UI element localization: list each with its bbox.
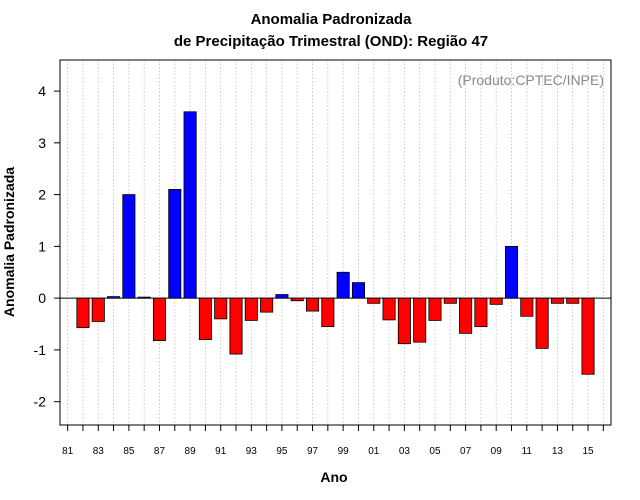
bar-1988 xyxy=(168,189,182,299)
bar-2007 xyxy=(459,297,473,334)
bar-1994 xyxy=(260,297,274,313)
bar-1997 xyxy=(306,297,320,312)
bar-2009 xyxy=(489,297,503,305)
y-tick-label: -1 xyxy=(34,342,47,358)
bar-2005 xyxy=(428,297,442,321)
bar-2011 xyxy=(520,297,534,317)
x-tick-label: 11 xyxy=(522,446,533,457)
x-tick-label: 89 xyxy=(185,446,197,457)
x-axis-ticks: 81 83 85 87 89 91 93 95 97 99 01 03 05 07 09 11 13 15 xyxy=(62,425,604,457)
y-axis-ticks: -2 -1 0 1 2 3 4 xyxy=(34,83,60,410)
bar-1989 xyxy=(183,111,197,299)
x-axis-label: Ano xyxy=(320,469,347,485)
x-tick-label: 95 xyxy=(276,446,288,457)
bar-2003 xyxy=(397,297,411,345)
y-tick-label: 2 xyxy=(38,187,46,203)
bar-2010 xyxy=(504,245,519,299)
bar-2000 xyxy=(351,282,365,299)
bar-1987 xyxy=(152,297,167,342)
plot-frame xyxy=(59,59,612,426)
bar-1983 xyxy=(91,297,105,322)
x-tick-label: 07 xyxy=(460,446,472,457)
bar-1984 xyxy=(107,296,121,299)
bar-2013 xyxy=(550,297,564,304)
x-tick-label: 13 xyxy=(552,446,564,457)
y-tick-label: 3 xyxy=(38,135,46,151)
y-axis-label: Anomalia Padronizada xyxy=(1,167,17,317)
chart-title: Anomalia Padronizada xyxy=(251,11,413,28)
bar-1986 xyxy=(137,296,151,299)
bar-1993 xyxy=(244,297,258,321)
bar-2001 xyxy=(367,297,381,304)
bar-2015 xyxy=(581,297,595,375)
bar-1985 xyxy=(122,194,136,299)
x-tick-label: 09 xyxy=(491,446,503,457)
y-tick-label: 1 xyxy=(38,238,46,254)
x-tick-label: 05 xyxy=(429,446,441,457)
chart-subtitle: de Precipitação Trimestral (OND): Região… xyxy=(174,33,488,50)
y-tick-label: -2 xyxy=(34,394,47,410)
bar-2006 xyxy=(443,297,457,304)
x-tick-label: 85 xyxy=(123,446,135,457)
bar-2014 xyxy=(566,297,580,304)
x-tick-label: 83 xyxy=(93,446,105,457)
x-tick-label: 01 xyxy=(368,446,380,457)
x-tick-label: 87 xyxy=(154,446,166,457)
bar-2012 xyxy=(535,297,549,349)
x-tick-label: 99 xyxy=(338,446,350,457)
x-tick-label: 91 xyxy=(215,446,227,457)
bar-2002 xyxy=(382,297,396,321)
x-tick-label: 93 xyxy=(246,446,258,457)
bar-1999 xyxy=(336,271,350,299)
bar-1982 xyxy=(76,297,90,329)
gridlines xyxy=(67,60,604,425)
x-tick-label: 97 xyxy=(307,446,319,457)
bars xyxy=(76,111,595,375)
bar-2004 xyxy=(413,297,427,343)
y-tick-label: 4 xyxy=(38,83,46,99)
y-tick-label: 0 xyxy=(38,290,46,306)
x-tick-label: 81 xyxy=(62,446,74,457)
bar-1995 xyxy=(275,294,289,299)
bar-1998 xyxy=(321,297,335,328)
bar-2008 xyxy=(474,297,488,328)
x-tick-label: 15 xyxy=(582,446,594,457)
bar-1991 xyxy=(214,297,228,320)
x-tick-label: 03 xyxy=(399,446,411,457)
bar-1996 xyxy=(290,297,304,302)
bar-1992 xyxy=(229,297,243,355)
credit-label: (Produto:CPTEC/INPE) xyxy=(458,72,604,88)
bar-1990 xyxy=(198,297,212,340)
